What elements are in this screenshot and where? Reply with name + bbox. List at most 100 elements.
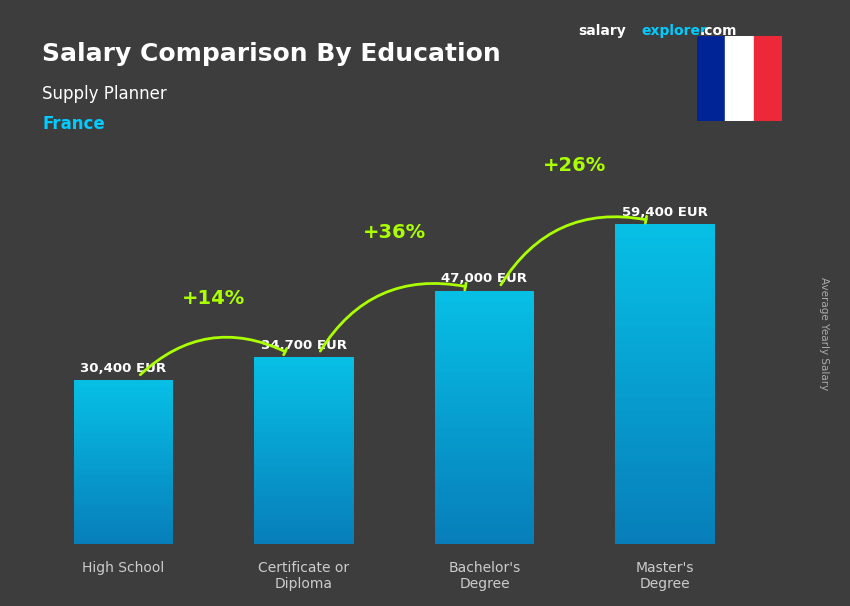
Bar <box>615 538 715 544</box>
Bar <box>254 439 354 443</box>
Bar <box>615 282 715 288</box>
Bar <box>254 510 354 514</box>
Bar <box>74 482 173 485</box>
Bar <box>615 314 715 320</box>
Bar <box>254 443 354 447</box>
Bar <box>74 404 173 407</box>
Bar <box>254 365 354 368</box>
Bar <box>435 499 534 504</box>
Bar <box>74 475 173 479</box>
Bar <box>74 524 173 528</box>
Bar <box>435 422 534 428</box>
Bar <box>615 378 715 384</box>
Bar <box>74 410 173 413</box>
Bar <box>435 291 534 296</box>
Bar <box>74 426 173 430</box>
Bar <box>435 402 534 407</box>
Bar <box>74 393 173 397</box>
Bar <box>435 382 534 387</box>
Bar <box>615 467 715 474</box>
Bar <box>615 404 715 410</box>
Bar <box>435 321 534 327</box>
Bar <box>615 493 715 499</box>
Bar <box>615 320 715 327</box>
Bar <box>435 428 534 433</box>
Bar <box>615 359 715 365</box>
Text: +26%: +26% <box>543 156 606 175</box>
Bar <box>254 447 354 451</box>
Bar <box>254 406 354 410</box>
Bar <box>74 462 173 465</box>
Bar <box>615 256 715 262</box>
Bar <box>615 250 715 256</box>
Bar <box>74 502 173 505</box>
Bar <box>74 400 173 404</box>
Bar <box>435 453 534 458</box>
Bar <box>254 484 354 488</box>
Text: 30,400 EUR: 30,400 EUR <box>80 362 167 375</box>
Bar <box>254 514 354 518</box>
Bar <box>254 451 354 454</box>
Bar <box>435 331 534 336</box>
Bar <box>615 371 715 378</box>
Bar <box>615 480 715 487</box>
Bar <box>435 296 534 301</box>
Bar <box>435 539 534 544</box>
Bar <box>615 442 715 448</box>
Text: +36%: +36% <box>363 223 426 242</box>
Bar <box>254 380 354 384</box>
Bar <box>74 472 173 475</box>
Bar <box>435 398 534 402</box>
Bar <box>435 336 534 342</box>
Bar <box>74 381 173 384</box>
Bar <box>615 384 715 391</box>
Bar <box>725 36 754 121</box>
Bar <box>435 407 534 413</box>
Bar <box>254 525 354 529</box>
Bar <box>615 435 715 442</box>
Bar <box>254 529 354 533</box>
Bar <box>74 469 173 472</box>
Bar <box>615 454 715 461</box>
Bar <box>615 397 715 404</box>
Bar <box>74 498 173 502</box>
Bar <box>435 342 534 347</box>
Bar <box>254 499 354 503</box>
Bar <box>435 463 534 468</box>
Bar <box>254 454 354 458</box>
Bar <box>74 416 173 420</box>
Bar <box>254 488 354 492</box>
Bar <box>74 521 173 524</box>
Bar <box>254 481 354 484</box>
Bar <box>254 361 354 365</box>
Bar <box>435 493 534 499</box>
Text: 47,000 EUR: 47,000 EUR <box>441 272 528 285</box>
Bar <box>435 488 534 493</box>
Bar <box>74 390 173 393</box>
Bar <box>615 461 715 467</box>
Bar <box>74 446 173 449</box>
Bar <box>615 512 715 519</box>
Bar <box>435 508 534 514</box>
Bar <box>254 477 354 481</box>
Bar <box>74 439 173 442</box>
Text: Supply Planner: Supply Planner <box>42 85 167 103</box>
Bar <box>254 372 354 376</box>
Bar <box>615 224 715 231</box>
Bar <box>435 392 534 398</box>
Bar <box>74 505 173 508</box>
Bar <box>615 410 715 416</box>
Bar <box>615 422 715 429</box>
Bar <box>615 339 715 346</box>
Bar <box>435 484 534 488</box>
Bar <box>74 397 173 400</box>
Bar <box>615 429 715 435</box>
Bar <box>74 433 173 436</box>
Bar <box>254 522 354 525</box>
Bar <box>254 376 354 380</box>
Bar <box>615 365 715 371</box>
Bar <box>615 327 715 333</box>
Bar <box>254 432 354 436</box>
Bar <box>74 384 173 387</box>
Bar <box>254 496 354 499</box>
